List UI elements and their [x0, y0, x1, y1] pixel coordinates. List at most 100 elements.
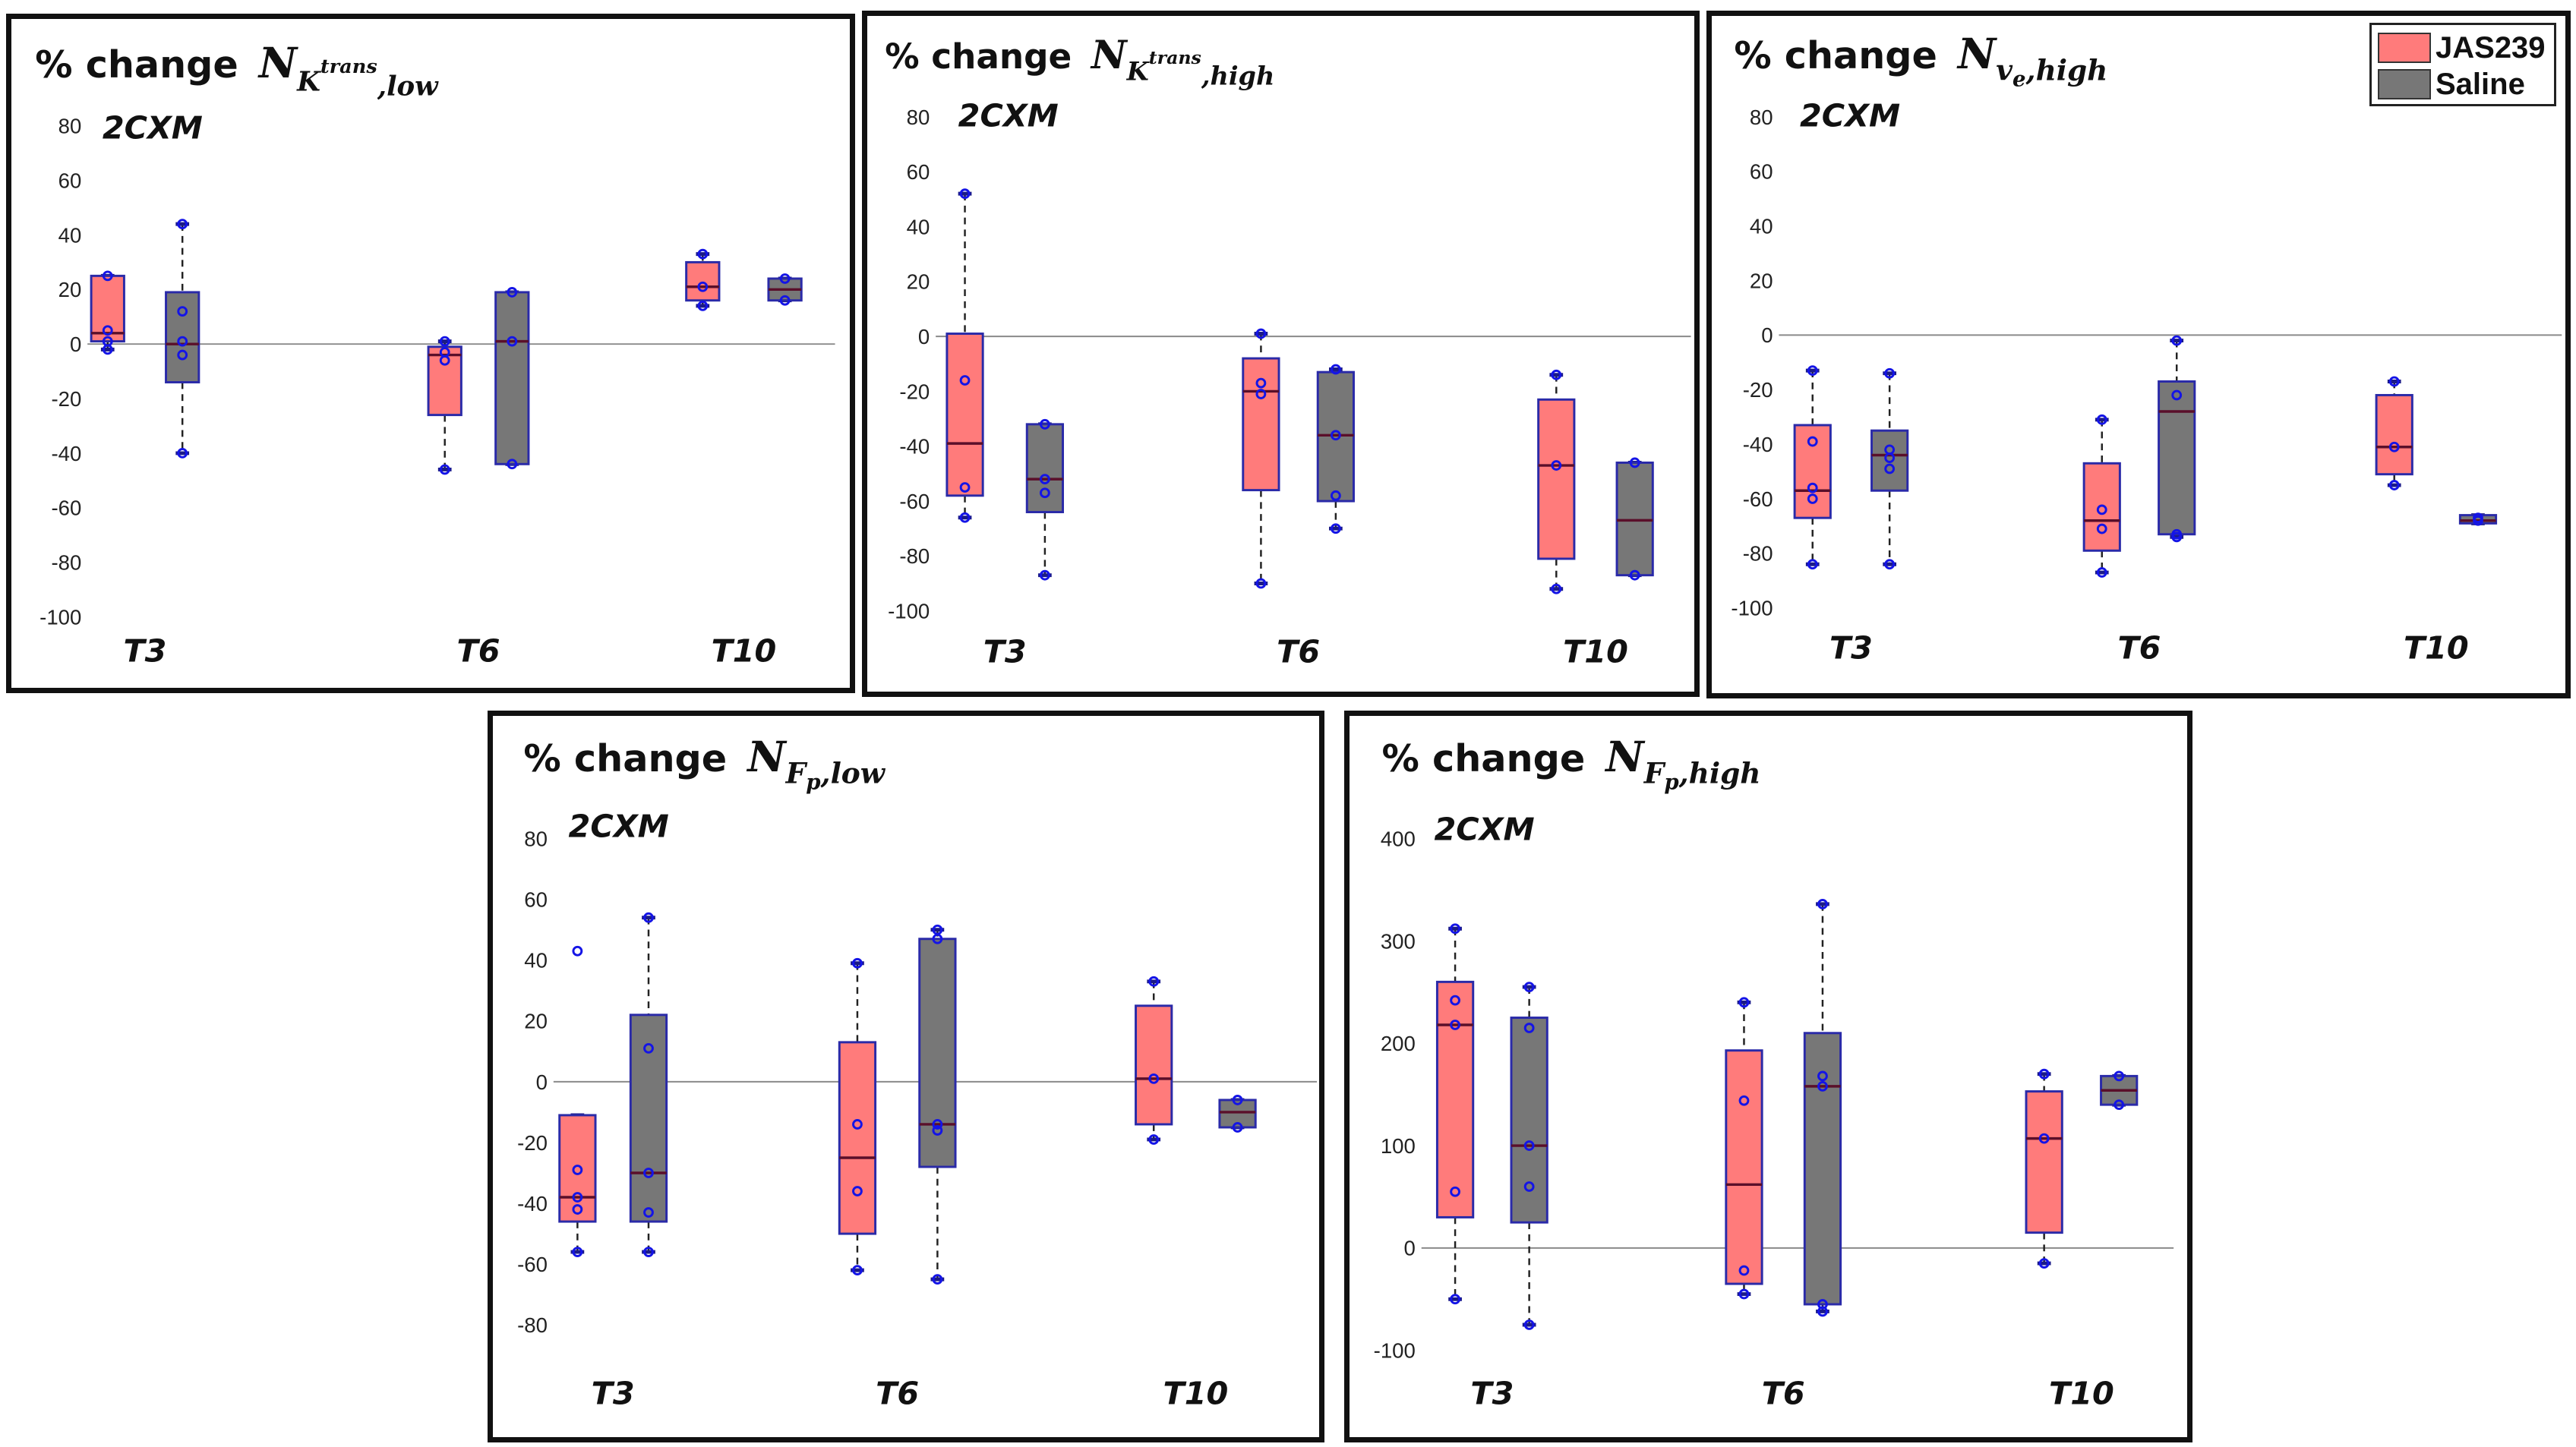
data-point	[2038, 1133, 2050, 1144]
data-point	[1738, 1095, 1750, 1106]
data-point	[1255, 328, 1267, 339]
data-point	[1330, 364, 1341, 375]
box-jas239-t6	[1242, 328, 1280, 589]
box-saline-t3	[165, 219, 200, 459]
box-saline-t10	[767, 273, 803, 306]
box-saline-t10	[2458, 512, 2498, 526]
y-tick-label: 20	[1750, 269, 1773, 292]
box-body	[2025, 1090, 2063, 1234]
box-jas239-t10	[2375, 376, 2413, 490]
box-saline-t10	[2100, 1070, 2139, 1111]
box-body	[1725, 1049, 1763, 1285]
data-point	[1450, 1020, 1460, 1030]
category-label-t10: T10	[1563, 634, 1628, 670]
box-saline-t10	[1615, 457, 1654, 581]
y-tick-label: -100	[1374, 1339, 1416, 1363]
y-tick-label: -20	[899, 380, 930, 403]
category-label-t10: T10	[2404, 630, 2469, 667]
box-jas239-t6	[1725, 997, 1763, 1300]
data-point	[1523, 1140, 1535, 1151]
data-point	[643, 912, 654, 923]
data-point	[2038, 1068, 2050, 1080]
data-point	[1039, 487, 1050, 499]
box-body	[2158, 380, 2196, 536]
data-point	[1807, 436, 1818, 447]
data-point	[177, 306, 188, 317]
category-label-t10: T10	[712, 633, 777, 670]
data-point	[2473, 515, 2483, 526]
y-tick-label: 0	[70, 333, 81, 356]
box-jas239-t3	[945, 188, 984, 523]
model-label: 2CXM	[958, 98, 1059, 134]
data-point	[439, 464, 450, 475]
data-point	[507, 287, 518, 298]
box-body	[1537, 398, 1576, 560]
box-plot-fp-low: % change NFp,low 2CXM 80 60 40 20 0 -20 -40 -60…	[517, 733, 1318, 1412]
data-point	[932, 933, 943, 944]
data-point	[2171, 389, 2183, 401]
box-body	[2375, 393, 2413, 476]
box-body	[427, 345, 462, 417]
y-tick-label: 40	[1750, 215, 1773, 238]
y-tick-label: 400	[1381, 827, 1416, 850]
y-tick-label: -60	[899, 490, 930, 513]
y-tick-label: 60	[1750, 160, 1773, 184]
chart-title: % change NKtrans,high	[885, 33, 1274, 91]
chart-title: % change NFp,low	[523, 733, 886, 795]
legend: JAS239 Saline	[2369, 23, 2556, 106]
y-tick-label: 300	[1381, 929, 1416, 953]
legend-swatch-jas239	[2378, 33, 2431, 63]
data-point	[1148, 1134, 1160, 1145]
chart-panel-ve-high: % change Nve,high 2CXM 80 60 40 20 0 -20 -40 -6…	[1706, 11, 2571, 698]
data-point	[852, 1119, 863, 1130]
data-point	[2171, 335, 2183, 346]
y-tick-label: -40	[899, 435, 930, 459]
chart-title: % change NKtrans,low	[35, 38, 439, 102]
category-label-t6: T6	[1762, 1376, 1805, 1412]
box-body	[1510, 1017, 1548, 1224]
data-point	[959, 375, 971, 386]
y-tick-label: 100	[1381, 1134, 1416, 1158]
data-point	[932, 1125, 943, 1136]
box-body	[1793, 424, 1832, 519]
data-point	[2096, 414, 2107, 425]
data-point	[932, 1119, 943, 1130]
box-body	[629, 1014, 668, 1223]
box-jas239-t6	[838, 957, 877, 1276]
box-body	[1316, 370, 1355, 503]
y-axis: 80 60 40 20 0 -20 -40 -60 -80 -100	[39, 115, 81, 629]
box-body	[1870, 429, 1909, 492]
legend-label-jas239: JAS239	[2436, 30, 2546, 65]
chart-title: % change Nve,high	[1734, 30, 2107, 92]
chart-panel-fp-high: % change NFp,high 2CXM 400 300 200 100 0 -100…	[1344, 711, 2192, 1442]
y-tick-label: -80	[899, 544, 930, 568]
y-tick-label: -100	[1731, 597, 1773, 620]
data-point	[779, 273, 791, 284]
data-point	[1232, 1095, 1243, 1105]
data-point	[102, 325, 113, 336]
box-saline-t6	[494, 287, 530, 470]
data-point	[572, 1192, 583, 1203]
y-tick-label: 20	[524, 1010, 548, 1033]
box-body	[918, 938, 957, 1168]
data-point	[643, 1042, 654, 1054]
data-point	[2388, 480, 2400, 490]
y-tick-label: 80	[58, 115, 82, 138]
model-label: 2CXM	[1434, 812, 1534, 848]
box-body	[838, 1041, 877, 1235]
data-point	[177, 336, 188, 347]
data-point	[852, 957, 863, 969]
y-tick-label: 80	[907, 106, 930, 129]
data-point	[1738, 997, 1750, 1008]
box-body	[2082, 462, 2121, 552]
data-point	[1255, 389, 1267, 399]
data-point	[2096, 567, 2107, 578]
box-jas239-t6	[2082, 414, 2121, 578]
data-point	[1450, 995, 1460, 1006]
data-point	[439, 355, 450, 366]
data-point	[1817, 899, 1828, 909]
data-point	[1148, 1073, 1160, 1084]
box-saline-t6	[1316, 364, 1355, 534]
y-tick-label: -20	[1743, 378, 1773, 402]
box-plot-ktrans-high: % change NKtrans,high 2CXM 80 60 40 20 0 -20 -…	[885, 33, 1691, 670]
